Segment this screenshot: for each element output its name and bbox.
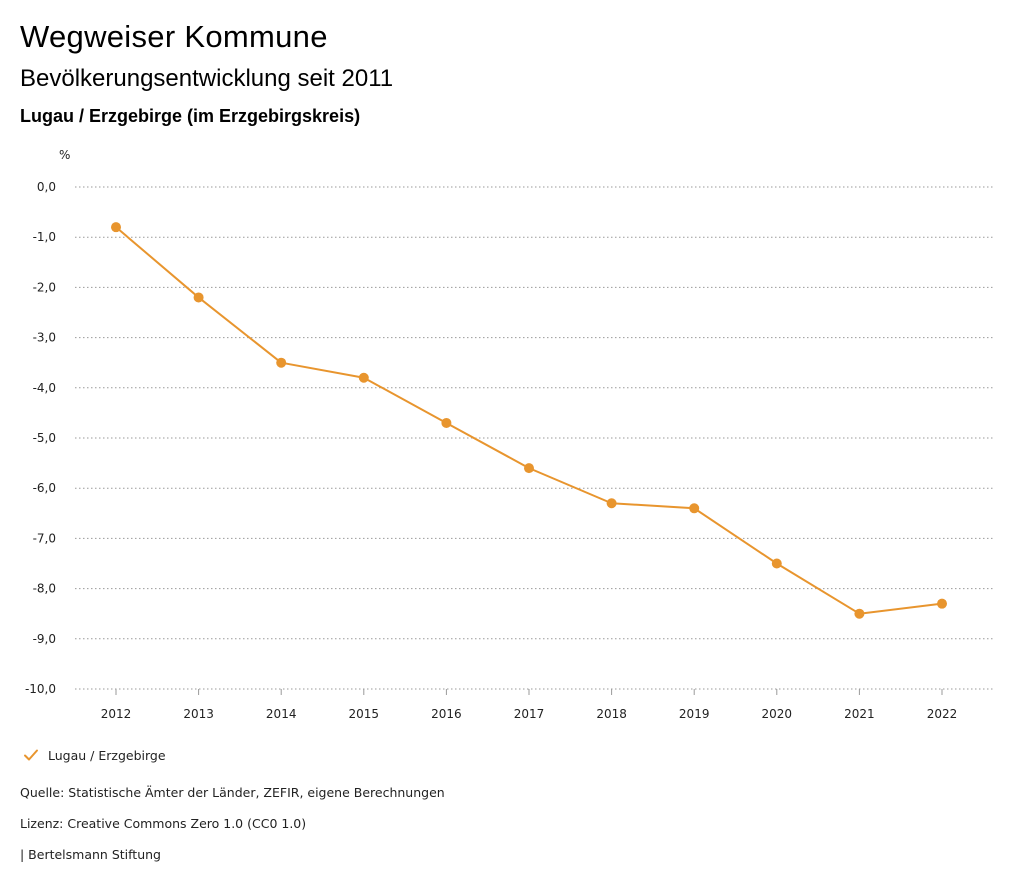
data-point	[524, 463, 534, 474]
data-point	[276, 357, 287, 368]
data-point	[771, 558, 782, 569]
y-tick-label: -6,0	[33, 481, 56, 495]
x-tick-label: 2014	[266, 707, 297, 721]
series-line	[115, 226, 943, 615]
y-tick-label: -7,0	[33, 531, 56, 545]
page-title: Wegweiser Kommune	[20, 19, 328, 54]
data-point	[606, 498, 617, 509]
y-tick-label: -4,0	[33, 381, 56, 395]
series-lugau	[111, 222, 947, 619]
data-point	[689, 503, 700, 514]
data-point	[111, 222, 121, 233]
legend-label: Lugau / Erzgebirge	[48, 747, 166, 763]
data-point	[854, 608, 865, 619]
grid-lines	[75, 186, 993, 690]
y-axis: % 0,0 -1,0 -2,0 -3,0 -4,0 -5,0 -6,0 -7,0 -8,0 -9,0…	[25, 148, 70, 696]
region-label: Lugau / Erzgebirge (im Erzgebirgskreis)	[20, 106, 361, 126]
y-tick-label: -2,0	[33, 280, 56, 294]
chart-subtitle: Bevölkerungsentwicklung seit 2011	[20, 65, 394, 92]
x-tick-label: 2019	[679, 707, 710, 721]
data-point	[193, 292, 204, 303]
x-tick-label: 2017	[514, 707, 545, 721]
x-tick-label: 2020	[762, 707, 793, 721]
x-axis: 2012 2013 2014 2015 2016 2017 2018 2019 2020 2021…	[101, 689, 958, 721]
x-tick-label: 2021	[844, 707, 875, 721]
y-axis-unit: %	[59, 148, 70, 162]
y-tick-label: -9,0	[33, 632, 56, 646]
y-tick-label: -5,0	[33, 431, 56, 445]
y-tick-label: -3,0	[33, 331, 56, 345]
legend-item-lugau[interactable]: Lugau / Erzgebirge	[22, 744, 166, 766]
x-tick-label: 2018	[596, 707, 627, 721]
x-tick-label: 2016	[431, 707, 462, 721]
line-chart: % 0,0 -1,0 -2,0 -3,0 -4,0 -5,0 -6,0 -7,0 -8,0 -9,0…	[25, 148, 993, 721]
y-tick-label: 0,0	[37, 180, 56, 194]
data-point	[358, 372, 369, 383]
x-tick-label: 2022	[927, 707, 958, 721]
checkmark-icon	[24, 749, 38, 761]
y-tick-label: -1,0	[33, 230, 56, 244]
y-tick-label: -10,0	[25, 682, 56, 696]
data-point	[937, 598, 947, 609]
x-tick-label: 2013	[183, 707, 214, 721]
x-tick-label: 2012	[101, 707, 132, 721]
publisher-note: | Bertelsmann Stiftung	[20, 847, 161, 862]
y-tick-label: -8,0	[33, 582, 56, 596]
data-point	[441, 417, 452, 428]
license-note: Lizenz: Creative Commons Zero 1.0 (CC0 1…	[20, 816, 307, 831]
source-note: Quelle: Statistische Ämter der Länder, Z…	[20, 785, 445, 800]
x-tick-label: 2015	[349, 707, 380, 721]
